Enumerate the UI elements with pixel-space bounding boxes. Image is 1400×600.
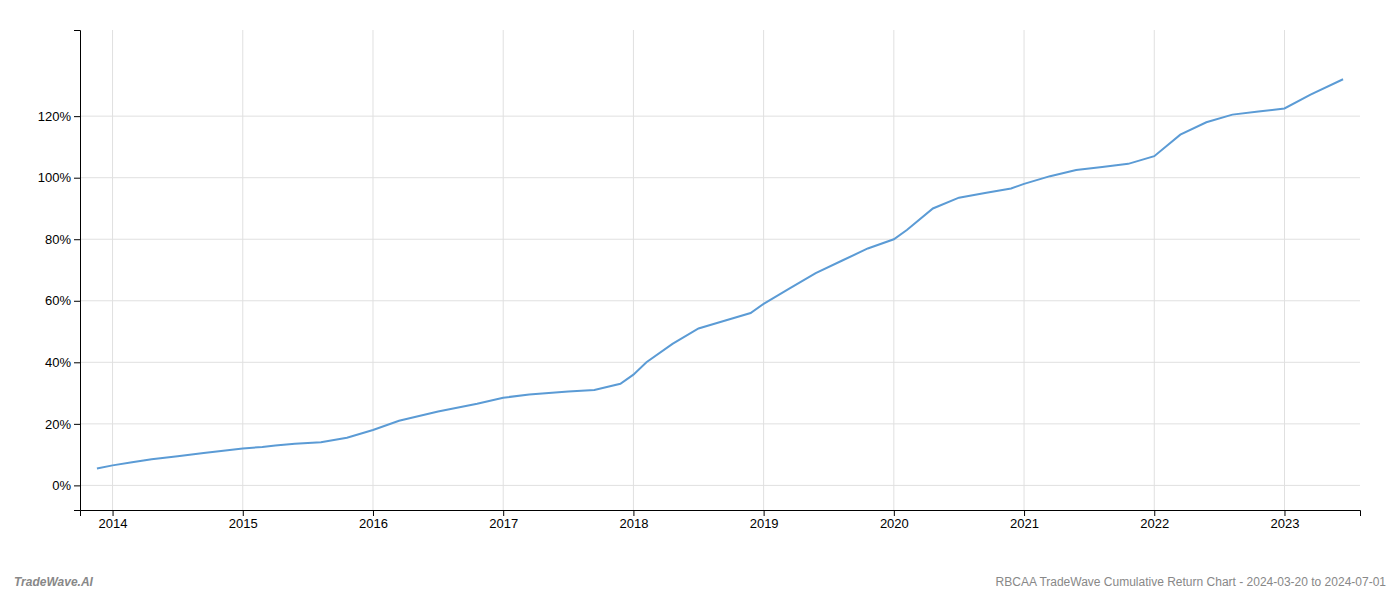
tick-label: 120%: [38, 109, 72, 124]
y-tick: 0%: [52, 478, 80, 493]
x-axis: 2014 2015 2016 2017 2018 2019 2020 2021 2022 2023: [81, 510, 1361, 531]
x-tick: 2014: [99, 510, 128, 531]
tick-label: 2020: [880, 516, 909, 531]
watermark: TradeWave.AI: [14, 575, 94, 589]
tick-label: 0%: [52, 478, 71, 493]
x-tick: 2015: [229, 510, 258, 531]
tick-mark: [74, 239, 80, 240]
grid-line-x: [503, 30, 504, 510]
title: RBCAA TradeWave Cumulative Return Chart …: [996, 575, 1387, 589]
tick-label: 2015: [229, 516, 258, 531]
tick-label: 2017: [489, 516, 518, 531]
tick-mark: [894, 510, 895, 516]
tick-label: 40%: [45, 355, 71, 370]
tick-mark: [373, 510, 374, 516]
x-tick: 2022: [1140, 510, 1169, 531]
tick-mark: [503, 510, 504, 516]
tick-mark: [74, 301, 80, 302]
y-tick: 80%: [45, 232, 80, 247]
tick-mark: [113, 510, 114, 516]
grid-line-x: [112, 30, 113, 510]
axis-line: [74, 31, 81, 511]
tick-mark: [74, 485, 80, 486]
grid-line-y: [80, 177, 1360, 178]
tick-mark: [74, 362, 80, 363]
grid: [80, 30, 1360, 510]
tick-label: 2021: [1010, 516, 1039, 531]
grid-line-x: [242, 30, 243, 510]
tick-mark: [1024, 510, 1025, 516]
x-tick: 2020: [880, 510, 909, 531]
y-tick: 20%: [45, 417, 80, 432]
x-tick: 2021: [1010, 510, 1039, 531]
tick-label: 2019: [750, 516, 779, 531]
grid-line-x: [1154, 30, 1155, 510]
y-axis: 0% 20% 40% 60% 80% 100% 120%: [38, 31, 81, 511]
y-tick: 100%: [38, 170, 80, 185]
tick-mark: [633, 510, 634, 516]
tick-label: 20%: [45, 417, 71, 432]
grid-line-y: [80, 423, 1360, 424]
tick-label: 2018: [619, 516, 648, 531]
tick-mark: [74, 116, 80, 117]
tick-label: 2022: [1140, 516, 1169, 531]
tick-mark: [243, 510, 244, 516]
grid-line-y: [80, 239, 1360, 240]
grid-line-y: [80, 300, 1360, 301]
x-tick: 2018: [619, 510, 648, 531]
tick-label: 60%: [45, 293, 71, 308]
grid-line-x: [1024, 30, 1025, 510]
x-tick: 2023: [1271, 510, 1300, 531]
grid-line-x: [763, 30, 764, 510]
y-tick: 40%: [45, 355, 80, 370]
tick-mark: [74, 178, 80, 179]
grid-line-y: [80, 362, 1360, 363]
chart: 2014 2015 2016 2017 2018 2019 2020 2021 2022 2023…: [0, 0, 1400, 600]
grid-line-x: [372, 30, 373, 510]
tick-mark: [764, 510, 765, 516]
grid-line-y: [80, 116, 1360, 117]
tick-label: 2014: [99, 516, 128, 531]
plot-area: 2014 2015 2016 2017 2018 2019 2020 2021 2022 2023…: [38, 30, 1361, 531]
tick-label: 100%: [38, 170, 72, 185]
grid-line-x: [633, 30, 634, 510]
grid-line-x: [1284, 30, 1285, 510]
tick-mark: [1284, 510, 1285, 516]
y-tick: 120%: [38, 109, 80, 124]
grid-line-y: [80, 485, 1360, 486]
tick-label: 80%: [45, 232, 71, 247]
tick-mark: [1154, 510, 1155, 516]
marks: [97, 79, 1343, 468]
x-tick: 2017: [489, 510, 518, 531]
grid-line-x: [893, 30, 894, 510]
line: [97, 79, 1343, 468]
axis-line: [81, 511, 1361, 517]
y-tick: 60%: [45, 293, 80, 308]
x-tick: 2019: [750, 510, 779, 531]
tick-label: 2023: [1271, 516, 1300, 531]
tick-mark: [74, 424, 80, 425]
tick-label: 2016: [359, 516, 388, 531]
x-tick: 2016: [359, 510, 388, 531]
